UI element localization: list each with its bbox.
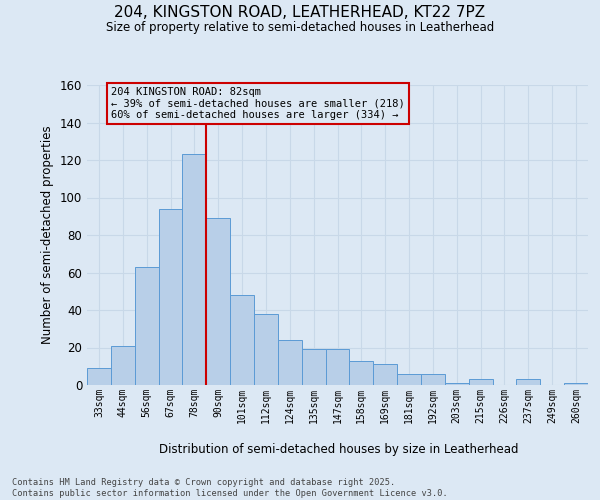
Bar bbox=[230, 295, 254, 385]
Text: 204 KINGSTON ROAD: 82sqm
← 39% of semi-detached houses are smaller (218)
60% of : 204 KINGSTON ROAD: 82sqm ← 39% of semi-d… bbox=[111, 87, 404, 120]
Text: Distribution of semi-detached houses by size in Leatherhead: Distribution of semi-detached houses by … bbox=[159, 442, 519, 456]
Bar bbox=[278, 340, 302, 385]
Bar bbox=[135, 267, 158, 385]
Bar bbox=[111, 346, 135, 385]
Bar bbox=[469, 380, 493, 385]
Y-axis label: Number of semi-detached properties: Number of semi-detached properties bbox=[41, 126, 54, 344]
Text: 204, KINGSTON ROAD, LEATHERHEAD, KT22 7PZ: 204, KINGSTON ROAD, LEATHERHEAD, KT22 7P… bbox=[115, 5, 485, 20]
Bar bbox=[421, 374, 445, 385]
Bar bbox=[373, 364, 397, 385]
Bar bbox=[87, 368, 111, 385]
Bar bbox=[397, 374, 421, 385]
Bar bbox=[302, 350, 326, 385]
Bar bbox=[158, 209, 182, 385]
Text: Size of property relative to semi-detached houses in Leatherhead: Size of property relative to semi-detach… bbox=[106, 21, 494, 34]
Bar bbox=[326, 350, 349, 385]
Text: Contains HM Land Registry data © Crown copyright and database right 2025.
Contai: Contains HM Land Registry data © Crown c… bbox=[12, 478, 448, 498]
Bar bbox=[445, 383, 469, 385]
Bar bbox=[564, 383, 588, 385]
Bar bbox=[206, 218, 230, 385]
Bar bbox=[254, 314, 278, 385]
Bar bbox=[349, 360, 373, 385]
Bar bbox=[182, 154, 206, 385]
Bar bbox=[517, 380, 540, 385]
